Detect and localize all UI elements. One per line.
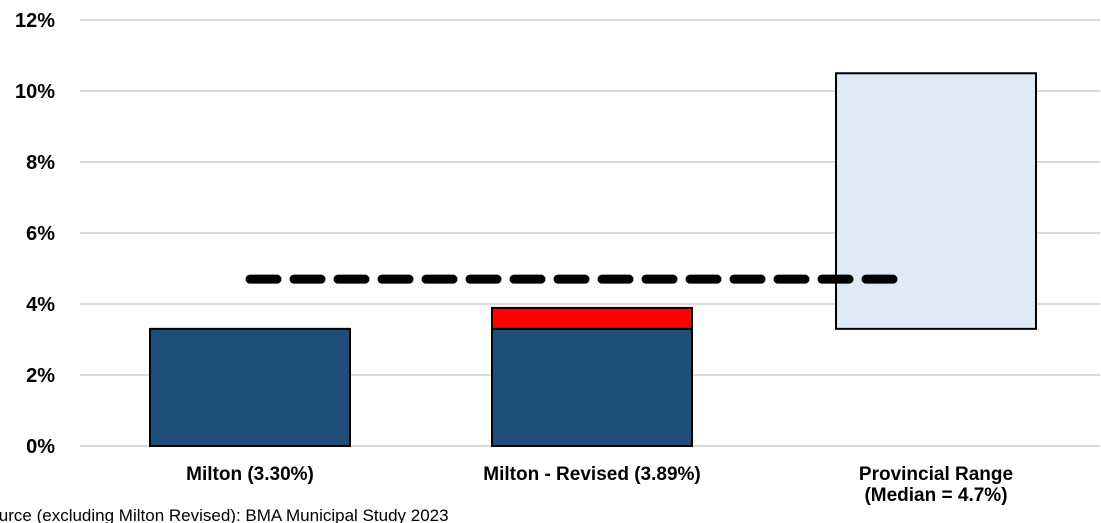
- value-bar: [491, 327, 693, 448]
- category-label: Milton (3.30%): [186, 464, 314, 485]
- source-note: Source (excluding Milton Revised): BMA M…: [0, 506, 449, 523]
- y-tick-label: 8%: [26, 152, 55, 174]
- y-tick-label: 4%: [26, 294, 55, 316]
- y-axis-tick-labels: 0% 2% 4% 6% 8% 10% 12%: [15, 10, 55, 458]
- category-label: Provincial Range: [859, 464, 1013, 485]
- x-axis-category-labels: Milton (3.30%) Milton - Revised (3.89%) Pr…: [186, 464, 1013, 506]
- range-bar: [835, 72, 1037, 330]
- y-tick-label: 10%: [15, 81, 55, 103]
- category-label: (Median = 4.7%): [864, 485, 1007, 506]
- category-label: Milton - Revised (3.89%): [483, 464, 701, 485]
- bars: [149, 72, 1037, 448]
- increment-bar: [491, 306, 693, 330]
- y-tick-label: 2%: [26, 365, 55, 387]
- y-tick-label: 12%: [15, 10, 55, 32]
- y-tick-label: 6%: [26, 223, 55, 245]
- value-bar: [149, 327, 351, 448]
- y-tick-label: 0%: [26, 436, 55, 458]
